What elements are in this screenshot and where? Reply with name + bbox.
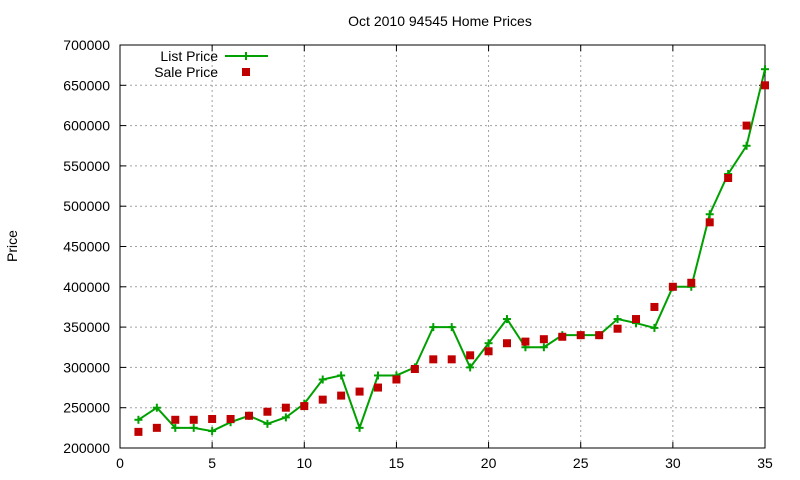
- sale-price-point: [650, 302, 659, 311]
- legend-label: Sale Price: [154, 64, 218, 80]
- list-price-point: [503, 315, 511, 324]
- list-price-point: [263, 419, 272, 428]
- y-tick-label: 350000: [63, 319, 110, 335]
- sale-price-point: [134, 427, 143, 436]
- list-price-point: [429, 323, 438, 332]
- list-price-point: [613, 315, 622, 324]
- sale-price-point: [208, 414, 217, 423]
- list-price-point: [171, 423, 180, 432]
- sale-price-point: [521, 337, 530, 346]
- x-tick-label: 35: [757, 455, 773, 471]
- y-tick-label: 600000: [63, 118, 110, 134]
- x-tick-label: 20: [481, 455, 497, 471]
- sale-price-point: [539, 335, 548, 344]
- list-price-point: [152, 403, 161, 412]
- sale-price-point: [429, 355, 438, 364]
- sale-price-point: [189, 415, 198, 424]
- list-price-point: [447, 323, 456, 332]
- list-price-point: [650, 323, 659, 332]
- x-tick-label: 30: [665, 455, 681, 471]
- sale-price-point: [484, 347, 493, 356]
- x-tick-label: 25: [573, 455, 589, 471]
- y-tick-label: 400000: [63, 279, 110, 295]
- sale-price-point: [761, 81, 769, 90]
- x-tick-label: 0: [116, 455, 124, 471]
- list-price-point: [355, 423, 364, 432]
- sale-price-point: [226, 414, 235, 423]
- sale-price-point: [300, 402, 309, 411]
- y-tick-label: 450000: [63, 239, 110, 255]
- y-tick-label: 300000: [63, 359, 110, 375]
- sale-price-series: [134, 81, 769, 436]
- list-price-point: [705, 210, 714, 219]
- sale-price-point: [245, 411, 253, 420]
- list-price-point: [189, 423, 198, 432]
- sale-price-point: [263, 407, 272, 416]
- list-price-point: [539, 343, 548, 352]
- sale-price-point: [576, 331, 585, 340]
- sale-price-point: [742, 121, 751, 130]
- y-tick-label: 550000: [63, 158, 110, 174]
- list-price-point: [761, 65, 769, 74]
- list-price-point: [337, 371, 346, 380]
- y-tick-label: 500000: [63, 198, 110, 214]
- sale-price-point: [281, 403, 290, 412]
- sale-price-point: [705, 218, 714, 227]
- y-axis-label: Price: [4, 230, 20, 262]
- sale-price-point: [595, 331, 604, 340]
- sale-price-point: [558, 332, 567, 341]
- x-tick-label: 10: [296, 455, 312, 471]
- x-tick-label: 5: [208, 455, 216, 471]
- sale-price-point: [632, 315, 640, 324]
- sale-price-point: [503, 339, 511, 348]
- sale-price-point: [410, 365, 419, 374]
- list-price-line: [137, 68, 766, 433]
- list-price-point: [318, 375, 327, 384]
- y-tick-label: 700000: [63, 37, 110, 53]
- y-tick-label: 650000: [63, 77, 110, 93]
- sale-price-point: [392, 375, 401, 384]
- legend-label: List Price: [160, 48, 218, 64]
- axis-ticks: 0 5 10 15 20 25 30 35 200000 250000 300000 350000 40…: [63, 37, 773, 471]
- legend-square-marker: [242, 68, 250, 76]
- sale-price-point: [724, 173, 733, 182]
- list-price-point: [281, 413, 290, 422]
- grid-lines: [120, 45, 765, 448]
- sale-price-point: [374, 383, 382, 392]
- sale-price-point: [466, 351, 475, 360]
- y-tick-label: 200000: [63, 440, 110, 456]
- sale-price-point: [668, 282, 677, 291]
- sale-price-point: [355, 387, 364, 396]
- list-price-point: [466, 363, 475, 372]
- sale-price-point: [613, 324, 622, 333]
- legend-plus-marker: [242, 52, 250, 60]
- sale-price-point: [171, 415, 180, 424]
- sale-price-point: [318, 395, 327, 404]
- sale-price-point: [337, 391, 346, 400]
- list-price-series: [134, 65, 769, 436]
- chart-title: Oct 2010 94545 Home Prices: [348, 13, 532, 29]
- sale-price-point: [152, 423, 161, 432]
- list-price-point: [374, 371, 382, 380]
- list-price-point: [208, 427, 217, 436]
- y-tick-label: 250000: [63, 400, 110, 416]
- list-price-point: [742, 141, 751, 150]
- x-tick-label: 15: [389, 455, 405, 471]
- list-price-point: [484, 339, 493, 348]
- sale-price-point: [687, 278, 696, 287]
- sale-price-point: [447, 355, 456, 364]
- data-series: [134, 65, 769, 436]
- list-price-point: [134, 415, 143, 424]
